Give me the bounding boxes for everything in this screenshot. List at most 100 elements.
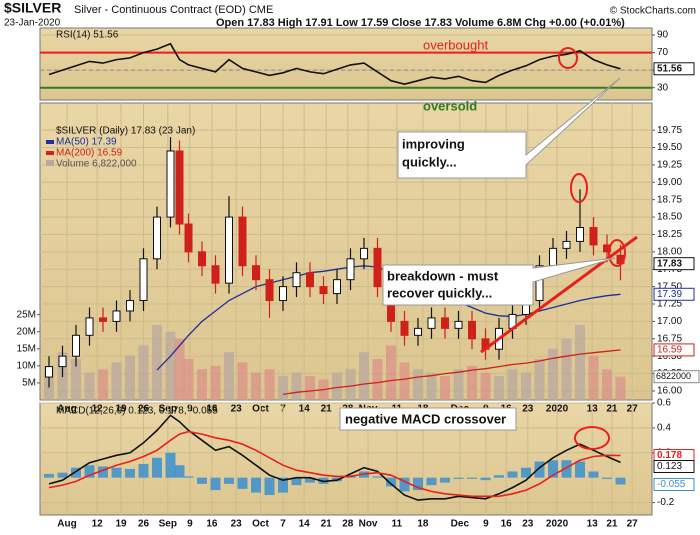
histogram-bar	[210, 477, 221, 491]
y-tick-label: 0.6	[657, 398, 671, 409]
histogram-bar	[57, 472, 68, 478]
value-tag	[653, 370, 700, 384]
x-tick-label: 19	[115, 519, 127, 530]
histogram-bar	[138, 463, 149, 478]
candle-body	[454, 320, 463, 329]
highlight-circle	[558, 47, 578, 69]
value-tag	[653, 287, 695, 301]
y-tick-label: 18.50	[657, 212, 682, 223]
legend-swatch	[46, 160, 54, 166]
y-tick-label: 16.75	[657, 333, 682, 344]
y-tick-label: 0.4	[657, 423, 671, 434]
volume-bar	[440, 376, 450, 400]
candle-body	[279, 286, 287, 302]
annotation: quickly...	[402, 154, 457, 169]
histogram-bar	[602, 477, 612, 479]
volume-bar	[237, 362, 248, 400]
volume-bar	[467, 365, 477, 400]
highlight-circle	[570, 173, 588, 203]
histogram-bar	[548, 460, 558, 478]
volume-bar	[264, 369, 275, 400]
histogram-bar	[507, 471, 518, 478]
histogram-bar	[615, 477, 626, 485]
histogram-bar	[413, 477, 423, 491]
value-tag-label: 0.123	[657, 461, 682, 472]
legend-entry: MA(50) 17.39	[56, 137, 117, 148]
candle-body	[360, 247, 368, 260]
volume-bar	[372, 359, 383, 400]
x-tick-label: 7	[280, 519, 286, 530]
volume-tick-label: 5M	[22, 378, 36, 389]
histogram-bar	[237, 477, 248, 489]
histogram-bar	[165, 452, 176, 478]
histogram-bar	[467, 477, 477, 479]
histogram-bar	[305, 477, 315, 483]
rsi-title: RSI(14) 51.56	[56, 30, 119, 41]
volume-bar	[426, 372, 437, 400]
candle-body	[441, 317, 449, 329]
x-tick-label: 11	[392, 519, 403, 530]
y-tick-label: 16.00	[657, 386, 682, 397]
x-tick-label: 2020	[546, 519, 569, 530]
volume-bar	[291, 372, 302, 400]
y-tick-label: 19.25	[657, 160, 682, 171]
series-line	[48, 42, 621, 86]
value-tag-label: 0.178	[657, 450, 682, 461]
volume-bar	[588, 355, 599, 400]
callout	[339, 407, 517, 431]
macd-title: MACD(12,26,9) 0.123, 0.178, -0.055	[56, 406, 218, 417]
candle-body	[198, 251, 206, 267]
volume-bar	[359, 352, 369, 400]
volume-bar	[138, 345, 149, 400]
y-tick-label: 19.75	[657, 125, 682, 136]
volume-bar	[332, 372, 342, 400]
histogram-bar	[386, 477, 396, 487]
annotation: breakdown - must	[387, 268, 499, 283]
candle-body	[99, 317, 107, 322]
volume-bar	[98, 369, 108, 400]
candle-body	[535, 265, 544, 302]
candle-body	[153, 216, 161, 260]
value-tag	[653, 257, 695, 271]
volume-bar	[494, 376, 504, 400]
candle-body	[252, 265, 260, 281]
volume-bar	[453, 369, 464, 400]
y-tick-label: 18.75	[657, 194, 682, 205]
x-tick-label: 12	[92, 519, 104, 530]
histogram-bar	[44, 473, 54, 478]
volume-bar	[413, 369, 423, 400]
y-tick-label: 17.00	[657, 316, 682, 327]
histogram-bar	[453, 477, 464, 479]
histogram-bar	[264, 477, 275, 496]
histogram-bar	[480, 477, 491, 481]
data-layer: 3050709051.5616.0016.2516.5016.7517.0017…	[17, 30, 700, 530]
candle-body	[306, 272, 314, 288]
x-tick-label: 16	[501, 519, 513, 530]
series-line	[48, 414, 621, 501]
histogram-bar	[534, 461, 545, 478]
legend-entry: Volume 6,822,000	[56, 159, 137, 170]
histogram-bar	[111, 467, 122, 478]
histogram-bar	[588, 471, 599, 478]
y-tick-label: 70	[657, 47, 669, 58]
candle-body	[414, 327, 422, 336]
volume-bar	[534, 359, 545, 400]
volume-bar	[111, 362, 122, 400]
overlay: $SILVER Silver - Continuous Contract (EO…	[4, 0, 696, 450]
volume-bar	[224, 352, 234, 400]
x-tick-label: 26	[138, 519, 150, 530]
annotation: overbought	[423, 37, 488, 52]
x-tick-label: 21	[321, 519, 333, 530]
candle-body	[468, 320, 476, 340]
value-tag	[653, 478, 695, 492]
value-tag-label: 17.39	[657, 289, 682, 300]
candle-body	[184, 223, 193, 253]
x-tick-label: 27	[627, 519, 639, 530]
volume-bar	[386, 345, 396, 400]
candle-body	[427, 317, 436, 329]
volume-bar	[399, 362, 410, 400]
histogram-bar	[152, 457, 162, 478]
value-tag	[653, 62, 695, 76]
x-tick-label: 16	[206, 519, 218, 530]
